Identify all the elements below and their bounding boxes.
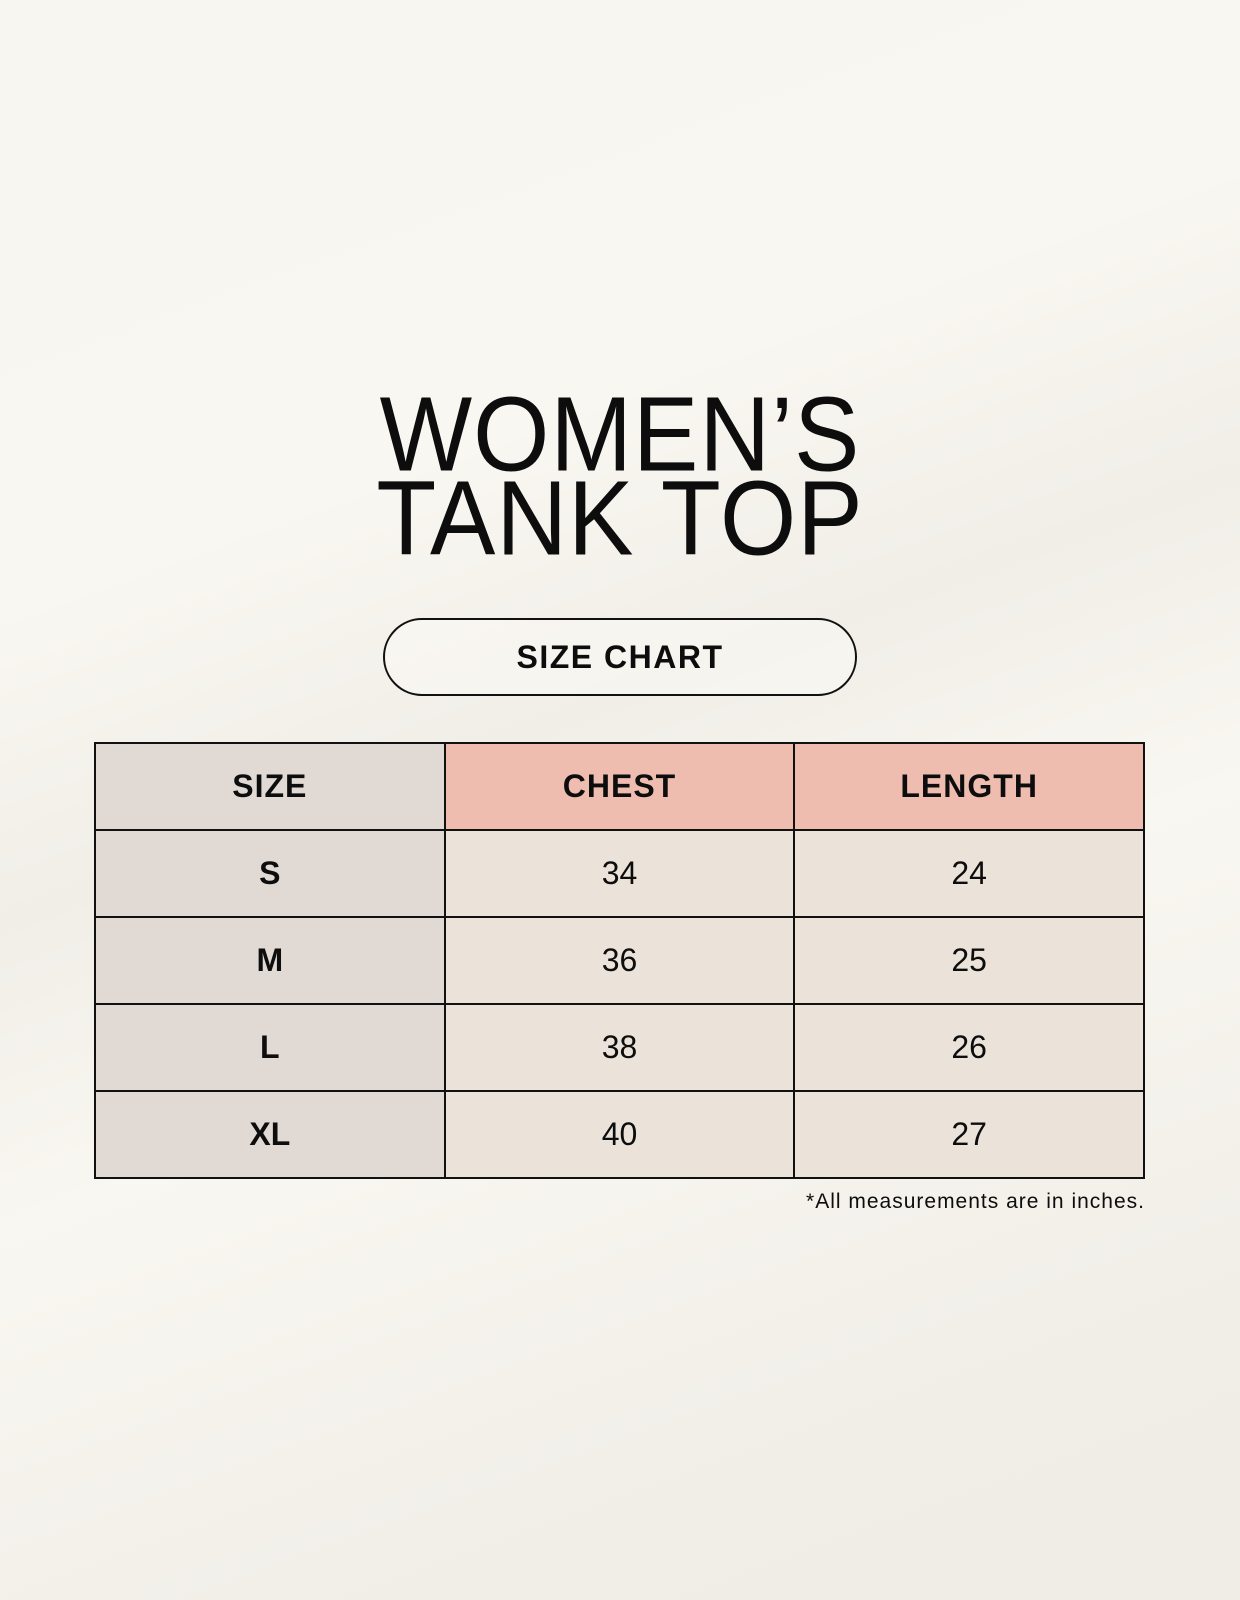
title-line-2: TANK TOP bbox=[376, 458, 864, 578]
title-line-1: WOMEN’S bbox=[379, 374, 861, 494]
chest-cell: 34 bbox=[443, 829, 796, 918]
table-row: S 34 24 bbox=[94, 829, 1145, 918]
header-size: SIZE bbox=[94, 742, 446, 831]
header-length: LENGTH bbox=[793, 742, 1145, 831]
length-cell: 24 bbox=[793, 829, 1145, 918]
chest-cell: 36 bbox=[443, 916, 796, 1005]
size-cell: L bbox=[94, 1003, 446, 1092]
size-cell: XL bbox=[94, 1090, 446, 1179]
length-cell: 25 bbox=[793, 916, 1145, 1005]
size-table: SIZE CHEST LENGTH S 34 24 M 36 25 L 38 26 XL 40 27 bbox=[94, 742, 1145, 1179]
header-row: SIZE CHEST LENGTH bbox=[94, 742, 1145, 831]
length-cell: 27 bbox=[793, 1090, 1145, 1179]
page-title: WOMEN’S TANK TOP bbox=[0, 374, 1240, 571]
size-cell: M bbox=[94, 916, 446, 1005]
table-row: L 38 26 bbox=[94, 1003, 1145, 1092]
table-row: M 36 25 bbox=[94, 916, 1145, 1005]
table-row: XL 40 27 bbox=[94, 1090, 1145, 1179]
chest-cell: 40 bbox=[443, 1090, 796, 1179]
size-cell: S bbox=[94, 829, 446, 918]
footnote: *All measurements are in inches. bbox=[806, 1190, 1145, 1213]
length-cell: 26 bbox=[793, 1003, 1145, 1092]
size-chart-badge: SIZE CHART bbox=[383, 618, 857, 696]
header-chest: CHEST bbox=[443, 742, 796, 831]
chest-cell: 38 bbox=[443, 1003, 796, 1092]
